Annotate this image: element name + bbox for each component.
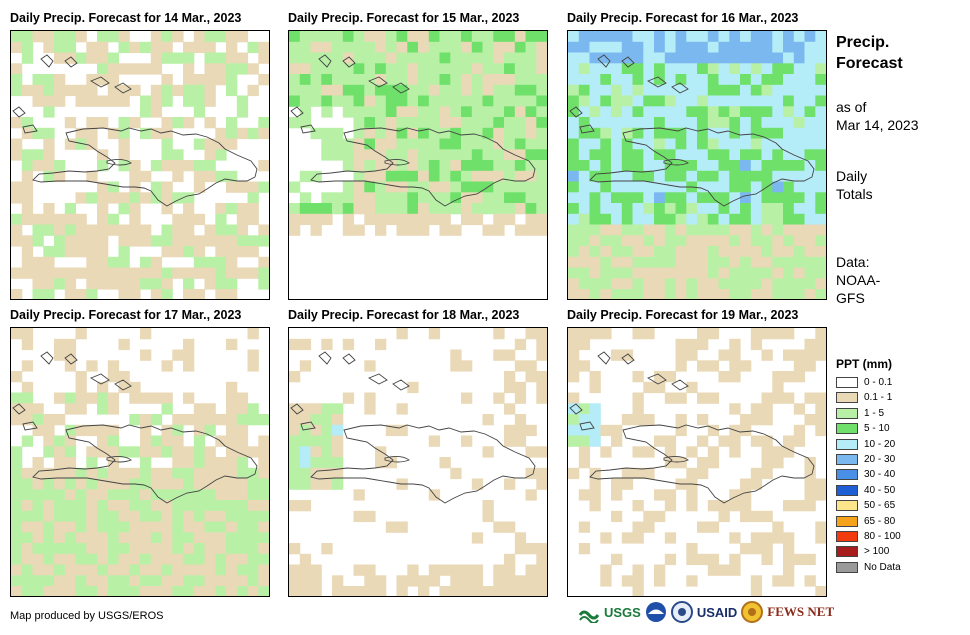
legend-swatch (836, 500, 858, 512)
legend-swatch (836, 561, 858, 573)
panel-title-4: Daily Precip. Forecast for 17 Mar., 2023 (10, 308, 242, 322)
legend-swatch (836, 423, 858, 435)
precip-cells-1 (11, 31, 269, 299)
legend-item: 10 - 20 (836, 438, 895, 451)
legend-item: 1 - 5 (836, 407, 884, 420)
side-totals-line2: Totals (836, 186, 873, 202)
map-panel-2 (288, 30, 548, 300)
legend-label: > 100 (864, 546, 890, 558)
legend-swatch (836, 546, 858, 558)
side-data-line2: NOAA- (836, 272, 881, 288)
legend-title: PPT (mm) (836, 357, 893, 371)
island-outline-3 (569, 54, 815, 207)
island-outline-6 (569, 351, 815, 504)
legend-label: No Data (864, 561, 901, 573)
legend-label: 20 - 30 (864, 454, 896, 465)
legend-label: 65 - 80 (864, 515, 896, 527)
panel-title-3: Daily Precip. Forecast for 16 Mar., 2023 (567, 11, 799, 25)
side-asof-line1: as of (836, 99, 867, 115)
legend-label: 1 - 5 (864, 407, 885, 419)
legend-swatch (836, 469, 858, 481)
legend-label: 30 - 40 (864, 469, 896, 481)
legend-item: 5 - 10 (836, 422, 890, 435)
legend-item: 40 - 50 (836, 484, 895, 497)
legend-item: 0.1 - 1 (836, 391, 892, 404)
side-title-line1: Precip. (836, 34, 890, 51)
legend-label: 50 - 65 (864, 500, 896, 512)
precip-cells-2 (289, 31, 547, 236)
legend-item: 65 - 80 (836, 515, 895, 528)
usaid-logo-text: USAID (696, 604, 738, 620)
precip-cells-3 (568, 31, 826, 299)
legend-label: 0 - 0.1 (864, 377, 893, 388)
legend-item: 0 - 0.1 (836, 376, 892, 389)
legend-swatch (836, 392, 858, 404)
legend-swatch (836, 531, 858, 542)
side-data-line3: GFS (836, 290, 865, 306)
legend-label: 80 - 100 (864, 531, 901, 542)
side-asof-line2: Mar 14, 2023 (836, 117, 919, 133)
precip-cells-4 (11, 328, 269, 596)
legend-item: > 100 (836, 545, 889, 558)
map-panel-6 (567, 327, 827, 597)
legend-item: 80 - 100 (836, 530, 901, 543)
map-panel-1 (10, 30, 270, 300)
usgs-logo-icon (578, 610, 600, 623)
fews-net-logo-text: FEWS NET (767, 604, 835, 619)
legend-swatch (836, 407, 858, 419)
legend-swatch (836, 484, 858, 496)
legend-label: 10 - 20 (864, 438, 896, 450)
side-data-line1: Data: (836, 254, 870, 270)
agency-logos: USGS USAID FEWS NET (578, 601, 834, 623)
island-outline-2 (290, 54, 536, 207)
island-outline-1 (12, 54, 258, 207)
legend-item: 20 - 30 (836, 453, 895, 466)
panel-title-1: Daily Precip. Forecast for 14 Mar., 2023 (10, 11, 242, 25)
legend-item: 30 - 40 (836, 468, 895, 481)
map-credit: Map produced by USGS/EROS (10, 610, 164, 622)
side-title-line2: Forecast (836, 55, 903, 72)
legend-label: 40 - 50 (864, 484, 896, 496)
dhs-seal-icon (670, 601, 693, 623)
panel-title-6: Daily Precip. Forecast for 19 Mar., 2023 (567, 308, 799, 322)
side-asof: as of Mar 14, 2023 (836, 98, 919, 134)
panel-title-2: Daily Precip. Forecast for 15 Mar., 2023 (288, 11, 520, 25)
side-data-source: Data: NOAA- GFS (836, 253, 880, 307)
legend-item: No Data (836, 561, 901, 574)
island-outline-5 (290, 351, 536, 504)
legend-label: 5 - 10 (864, 423, 890, 435)
usgs-logo-text: USGS (604, 604, 641, 620)
side-totals-line1: Daily (836, 168, 868, 184)
legend-swatch (836, 377, 858, 388)
map-panel-4 (10, 327, 270, 597)
map-panel-5 (288, 327, 548, 597)
legend-item: 50 - 65 (836, 499, 895, 512)
legend-swatch (836, 515, 858, 527)
panel-title-5: Daily Precip. Forecast for 18 Mar., 2023 (288, 308, 520, 322)
precip-cells-5 (289, 328, 547, 596)
island-outline-4 (12, 351, 258, 504)
fews-net-logo-icon (741, 601, 764, 623)
legend-swatch (836, 454, 858, 465)
precip-cells-6 (568, 328, 826, 596)
map-panel-3 (567, 30, 827, 300)
legend-label: 0.1 - 1 (864, 392, 893, 404)
side-title: Precip. Forecast (836, 32, 903, 74)
legend-swatch (836, 438, 858, 450)
side-totals: Daily Totals (836, 167, 873, 203)
noaa-logo-icon (645, 602, 666, 622)
